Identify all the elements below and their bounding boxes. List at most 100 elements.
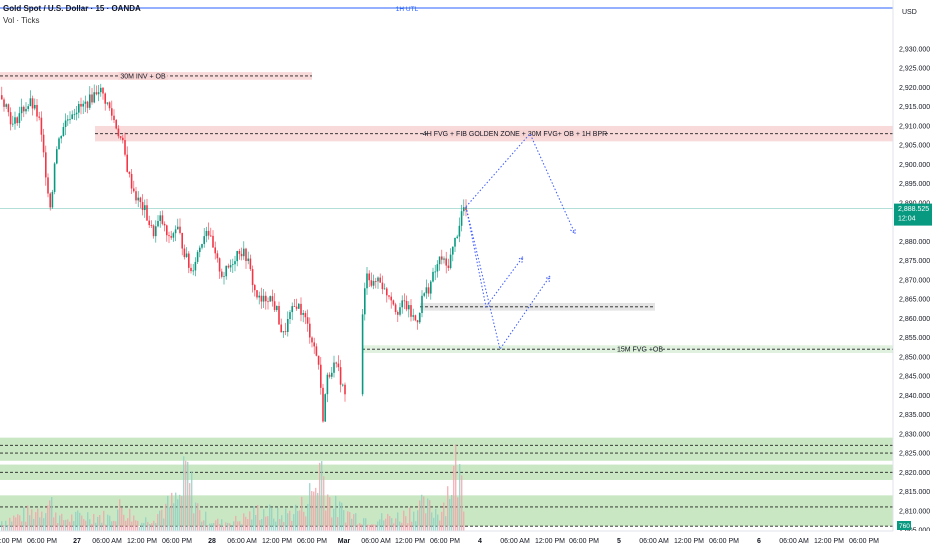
candle-body: [278, 305, 280, 325]
candle-body: [322, 387, 324, 422]
volume-bar: [179, 494, 181, 531]
time-axis[interactable]: [0, 531, 932, 550]
candle-body: [93, 92, 95, 103]
candle-body: [78, 103, 80, 113]
candle-body: [306, 317, 309, 324]
candle-body: [438, 256, 441, 265]
volume-bar: [293, 514, 295, 531]
volume-bar: [419, 500, 421, 531]
volume-bar: [391, 518, 393, 531]
volume-bar: [137, 520, 139, 531]
candle-body: [108, 102, 111, 109]
y-tick-label: 2,815.000: [899, 489, 930, 496]
volume-bar: [403, 510, 405, 531]
candle-body: [203, 236, 205, 244]
candle-body: [232, 264, 234, 266]
volume-bar: [459, 464, 461, 531]
x-tick-label: 06:00 PM: [569, 538, 599, 545]
volume-bar: [121, 507, 123, 531]
volume-bar: [385, 518, 387, 531]
volume-bar: [187, 461, 189, 531]
candle-body: [67, 119, 69, 121]
volume-bar: [211, 523, 213, 531]
candle-body: [47, 177, 49, 194]
volume-bar: [163, 518, 165, 531]
symbol-title: Gold Spot / U.S. Dollar · 15 · OANDA: [3, 4, 141, 13]
volume-bar: [327, 494, 329, 531]
candle-body: [73, 114, 76, 116]
volume-bar: [265, 516, 267, 531]
candle-body: [372, 281, 375, 286]
candle-body: [403, 300, 406, 302]
candle-body: [86, 101, 89, 108]
candle-body: [75, 112, 78, 115]
candle-body: [269, 296, 271, 302]
volume-bar: [79, 512, 81, 531]
candle-body: [157, 220, 159, 227]
candle-body: [137, 197, 139, 201]
volume-bar: [7, 524, 9, 531]
volume-bar: [61, 513, 63, 531]
candle-body: [150, 225, 153, 226]
volume-bar: [279, 519, 281, 531]
volume-bar: [229, 523, 231, 531]
trendline-label: 1H UTL: [396, 6, 419, 13]
candle-body: [102, 87, 104, 94]
candle-body: [381, 282, 384, 290]
volume-bar: [353, 514, 355, 531]
candle-body: [313, 342, 315, 347]
x-tick-label: 28: [208, 538, 216, 545]
volume-bar: [259, 520, 261, 531]
candle-body: [115, 120, 117, 129]
countdown-label: 12:04: [898, 216, 916, 223]
candle-body: [287, 319, 289, 332]
candle-body: [273, 301, 276, 311]
volume-bar: [291, 520, 293, 531]
volume-bar: [171, 492, 173, 531]
volume-bar: [339, 501, 341, 531]
candle-body: [265, 295, 267, 302]
candle-body: [126, 154, 128, 172]
volume-bar: [157, 514, 159, 531]
volume-bar: [461, 475, 463, 531]
candle-body: [405, 300, 408, 310]
volume-bar: [427, 498, 429, 531]
volume-bar: [301, 496, 303, 531]
volume-tag-label: 760: [899, 523, 910, 530]
volume-bar: [119, 499, 121, 531]
volume-bar: [31, 509, 33, 531]
volume-bar: [373, 524, 375, 531]
volume-bar: [191, 471, 193, 531]
candle-body: [324, 394, 326, 422]
volume-bar: [149, 523, 151, 531]
candle-body: [370, 280, 373, 286]
volume-bar: [201, 521, 203, 531]
volume-bar: [243, 513, 245, 531]
volume-bar: [295, 504, 297, 531]
volume-bar: [437, 514, 439, 531]
volume-bar: [407, 523, 409, 531]
zone-label: 30M INV + OB: [120, 73, 166, 80]
volume-bar: [195, 502, 197, 531]
volume-bar: [115, 521, 117, 531]
volume-bar: [219, 524, 221, 531]
volume-bar: [73, 521, 75, 531]
candle-body: [185, 253, 188, 258]
zone-label-bg: [617, 345, 663, 354]
projection-arrowhead: [544, 275, 551, 283]
volume-bar: [319, 462, 321, 531]
y-tick-label: 2,905.000: [899, 143, 930, 150]
volume-bar: [411, 521, 413, 531]
candle-body: [368, 273, 370, 281]
y-tick-label: 2,830.000: [899, 431, 930, 438]
x-tick-label: 06:00 AM: [92, 538, 122, 545]
volume-bar: [283, 522, 285, 531]
y-tick-label: 2,840.000: [899, 393, 930, 400]
volume-bar: [249, 511, 251, 531]
volume-bar: [53, 517, 55, 531]
y-tick-label: 2,915.000: [899, 104, 930, 111]
candle-body: [82, 103, 84, 107]
candle-body: [124, 140, 126, 155]
x-tick-label: 4: [478, 538, 482, 545]
